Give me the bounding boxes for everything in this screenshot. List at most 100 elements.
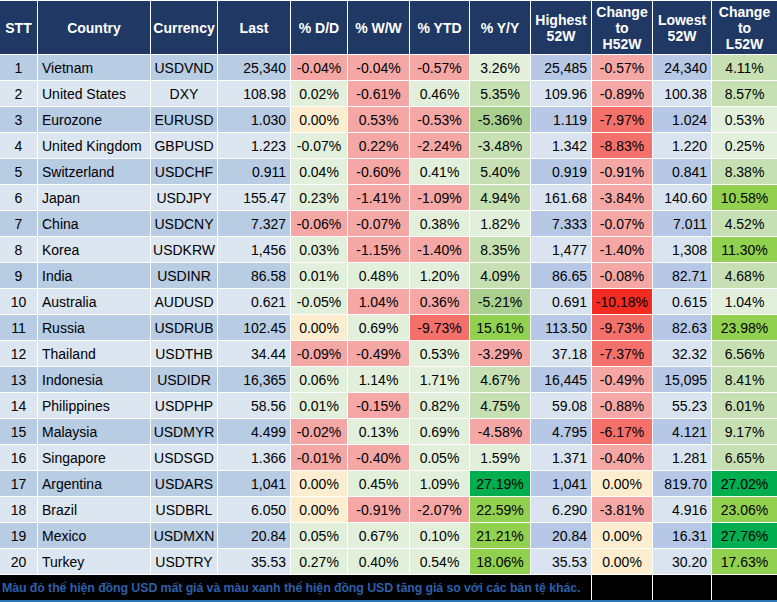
- stt-cell: 18: [0, 497, 37, 522]
- ch-cell: -0.07%: [592, 211, 652, 236]
- cl-cell: 6.65%: [712, 445, 777, 470]
- yy-cell: 4.67%: [470, 367, 530, 392]
- ytd-cell: 0.38%: [410, 211, 469, 236]
- table-row: 6JapanUSDJPY155.470.23%-1.41%-1.09%4.94%…: [0, 185, 777, 210]
- table-row: 2United StatesDXY108.980.02%-0.61%0.46%5…: [0, 81, 777, 106]
- ww-cell: 0.45%: [348, 471, 409, 496]
- table-row: 10AustraliaAUDUSD0.621-0.05%1.04%0.36%-5…: [0, 289, 777, 314]
- country-cell: Mexico: [38, 523, 150, 548]
- yy-cell: 3.26%: [470, 55, 530, 80]
- ww-cell: -0.04%: [348, 55, 409, 80]
- cl-cell: 27.02%: [712, 471, 777, 496]
- high-cell: 0.691: [531, 289, 591, 314]
- ytd-cell: 0.46%: [410, 81, 469, 106]
- last-cell: 0.621: [218, 289, 290, 314]
- ch-cell: -7.97%: [592, 107, 652, 132]
- low-cell: 1.024: [653, 107, 711, 132]
- dd-cell: 0.01%: [291, 263, 347, 288]
- last-cell: 25,340: [218, 55, 290, 80]
- currency-cell: USDJPY: [151, 185, 217, 210]
- last-cell: 16,365: [218, 367, 290, 392]
- stt-cell: 13: [0, 367, 37, 392]
- currency-cell: USDMYR: [151, 419, 217, 444]
- high-cell: 1.119: [531, 107, 591, 132]
- dd-cell: 0.01%: [291, 393, 347, 418]
- currency-cell: GBPUSD: [151, 133, 217, 158]
- col-header-last: Last: [218, 1, 290, 54]
- stt-cell: 5: [0, 159, 37, 184]
- last-cell: 86.58: [218, 263, 290, 288]
- high-cell: 1.342: [531, 133, 591, 158]
- footer-filler-cell: [592, 575, 652, 600]
- last-cell: 34.44: [218, 341, 290, 366]
- ww-cell: 0.53%: [348, 107, 409, 132]
- dd-cell: 0.06%: [291, 367, 347, 392]
- ch-cell: -9.73%: [592, 315, 652, 340]
- footer-filler-cell: [653, 575, 711, 600]
- ww-cell: 0.48%: [348, 263, 409, 288]
- currency-cell: AUDUSD: [151, 289, 217, 314]
- yy-cell: 1.59%: [470, 445, 530, 470]
- cl-cell: 0.25%: [712, 133, 777, 158]
- yy-cell: 4.75%: [470, 393, 530, 418]
- low-cell: 0.841: [653, 159, 711, 184]
- currency-cell: USDARS: [151, 471, 217, 496]
- dd-cell: 0.00%: [291, 107, 347, 132]
- ytd-cell: 0.54%: [410, 549, 469, 574]
- cl-cell: 8.38%: [712, 159, 777, 184]
- cl-cell: 27.76%: [712, 523, 777, 548]
- dd-cell: 0.04%: [291, 159, 347, 184]
- high-cell: 0.919: [531, 159, 591, 184]
- ww-cell: -0.61%: [348, 81, 409, 106]
- col-header-highest-52w: Highest 52W: [531, 1, 591, 54]
- country-cell: Singapore: [38, 445, 150, 470]
- stt-cell: 20: [0, 549, 37, 574]
- country-cell: Malaysia: [38, 419, 150, 444]
- low-cell: 100.38: [653, 81, 711, 106]
- col-header-country: Country: [38, 1, 150, 54]
- yy-cell: 21.21%: [470, 523, 530, 548]
- ww-cell: 1.04%: [348, 289, 409, 314]
- ww-cell: -0.15%: [348, 393, 409, 418]
- ch-cell: -0.88%: [592, 393, 652, 418]
- low-cell: 1,308: [653, 237, 711, 262]
- low-cell: 4.121: [653, 419, 711, 444]
- low-cell: 1.220: [653, 133, 711, 158]
- ww-cell: 0.13%: [348, 419, 409, 444]
- yy-cell: 5.35%: [470, 81, 530, 106]
- currency-cell: USDSGD: [151, 445, 217, 470]
- currency-cell: USDMXN: [151, 523, 217, 548]
- stt-cell: 1: [0, 55, 37, 80]
- yy-cell: 22.59%: [470, 497, 530, 522]
- yy-cell: 4.94%: [470, 185, 530, 210]
- ww-cell: -0.49%: [348, 341, 409, 366]
- last-cell: 1,041: [218, 471, 290, 496]
- ytd-cell: -0.53%: [410, 107, 469, 132]
- low-cell: 7.011: [653, 211, 711, 236]
- last-cell: 0.911: [218, 159, 290, 184]
- table-row: 20TurkeyUSDTRY35.530.27%0.40%0.54%18.06%…: [0, 549, 777, 574]
- high-cell: 161.68: [531, 185, 591, 210]
- last-cell: 7.327: [218, 211, 290, 236]
- ch-cell: 0.00%: [592, 549, 652, 574]
- footer-note: Màu đỏ thể hiện đồng USD mất giá và màu …: [0, 575, 591, 600]
- currency-cell: USDCNY: [151, 211, 217, 236]
- yy-cell: -3.48%: [470, 133, 530, 158]
- stt-cell: 16: [0, 445, 37, 470]
- yy-cell: 5.40%: [470, 159, 530, 184]
- country-cell: Brazil: [38, 497, 150, 522]
- ytd-cell: 0.53%: [410, 341, 469, 366]
- low-cell: 82.63: [653, 315, 711, 340]
- last-cell: 1.366: [218, 445, 290, 470]
- last-cell: 58.56: [218, 393, 290, 418]
- table-row: 18BrazilUSDBRL6.0500.00%-0.91%-2.07%22.5…: [0, 497, 777, 522]
- col-header-lowest-52w: Lowest 52W: [653, 1, 711, 54]
- cl-cell: 4.52%: [712, 211, 777, 236]
- dd-cell: 0.03%: [291, 237, 347, 262]
- yy-cell: -4.58%: [470, 419, 530, 444]
- ch-cell: -0.49%: [592, 367, 652, 392]
- ytd-cell: 1.71%: [410, 367, 469, 392]
- ww-cell: 0.40%: [348, 549, 409, 574]
- ch-cell: -0.57%: [592, 55, 652, 80]
- country-cell: Vietnam: [38, 55, 150, 80]
